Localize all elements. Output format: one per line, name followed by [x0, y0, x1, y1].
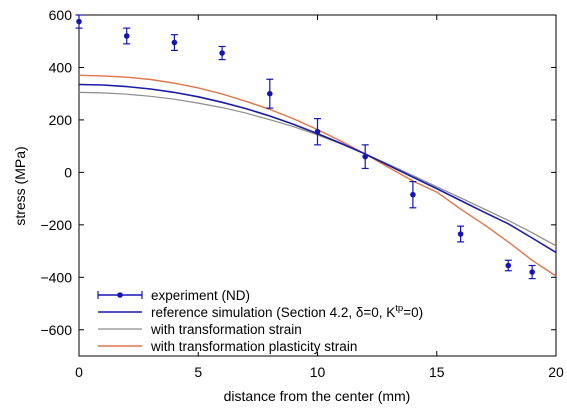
y-tick-label: 200 [49, 112, 73, 128]
experiment-point [528, 264, 536, 280]
y-tick-label: −600 [40, 322, 72, 338]
y-tick-label: 400 [49, 59, 73, 75]
data-marker [529, 269, 535, 275]
legend-label-transformation-strain: with transformation strain [150, 322, 302, 337]
legend-entry-transformation-strain: with transformation strain [98, 322, 302, 337]
legend-label-reference: reference simulation (Section 4.2, δ=0, … [151, 303, 423, 320]
experiment-point [170, 34, 178, 52]
data-marker [267, 90, 273, 97]
experiment-point [218, 45, 226, 61]
y-tick-label: 0 [64, 164, 72, 180]
data-marker [123, 33, 130, 39]
y-tick-label: −200 [40, 217, 72, 233]
data-marker [457, 231, 464, 237]
tick-marks [78, 14, 557, 356]
legend-label-experiment: experiment (ND) [151, 288, 250, 303]
experiment-point [361, 144, 369, 170]
x-tick-label: 10 [310, 364, 326, 380]
x-tick-label: 0 [75, 364, 83, 380]
data-marker [314, 128, 321, 135]
experiment-point [75, 14, 83, 29]
experiment-point [504, 259, 512, 272]
x-tick-label: 15 [429, 364, 445, 380]
data-marker [219, 50, 225, 56]
x-tick-label: 20 [548, 364, 564, 380]
data-marker [76, 18, 82, 25]
x-axis-title: distance from the center (mm) [224, 388, 411, 404]
y-tick-label: −400 [40, 269, 72, 285]
data-marker [362, 153, 369, 160]
tick-labels: 0 5 10 15 20 600 400 200 0 −200 −400 −600 [40, 7, 564, 380]
series-experiment [75, 14, 536, 280]
legend-label-transformation-plasticity: with transformation plasticity strain [150, 339, 357, 354]
y-axis-title: stress (MPa) [12, 146, 28, 225]
legend-entry-reference: reference simulation (Section 4.2, δ=0, … [98, 303, 423, 320]
experiment-point [409, 180, 417, 209]
series-reference-simulation [78, 83, 557, 254]
data-marker [410, 191, 416, 198]
experiment-point [123, 27, 131, 45]
series-transformation-plasticity [78, 74, 557, 277]
experiment-point [266, 78, 274, 109]
legend-entry-transformation-plasticity: with transformation plasticity strain [98, 339, 357, 354]
legend-box [89, 283, 428, 352]
legend-label-reference-end: =0) [403, 305, 423, 320]
series-layer [75, 14, 557, 280]
y-tick-label: 600 [49, 7, 73, 23]
legend-entry-experiment: experiment (ND) [97, 288, 250, 303]
legend-label-reference-main: reference simulation (Section 4.2, δ=0, … [151, 305, 395, 320]
data-marker [505, 262, 512, 269]
series-transformation-strain [78, 91, 557, 247]
legend-label-reference-superscript: tp [395, 303, 403, 314]
data-marker [171, 39, 178, 46]
x-tick-label: 5 [194, 364, 202, 380]
legend: experiment (ND) reference simulation (Se… [89, 283, 428, 354]
legend-swatch-experiment-marker [117, 292, 123, 298]
experiment-point [457, 225, 465, 243]
experiment-point [314, 118, 321, 146]
